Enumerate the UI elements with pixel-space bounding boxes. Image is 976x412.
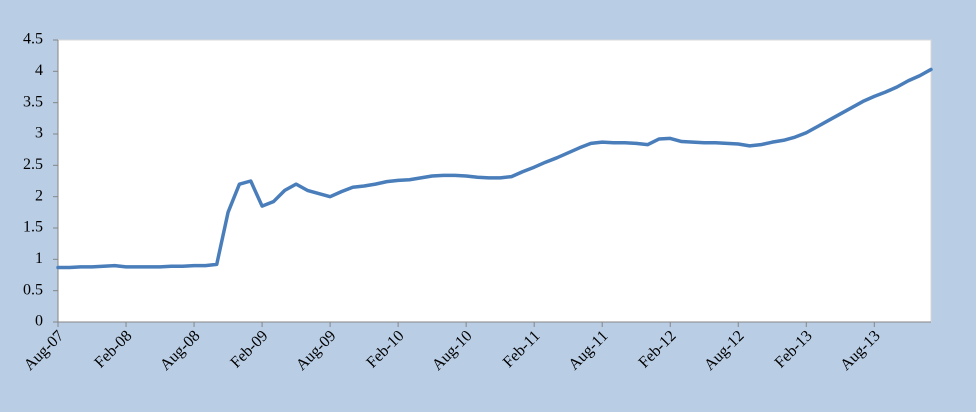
y-tick-label: 3.5	[23, 93, 43, 110]
y-tick-label: 1	[35, 250, 43, 267]
x-tick-label: Feb-12	[636, 327, 680, 371]
x-tick-label: Aug-07	[21, 327, 68, 374]
x-tick-label: Aug-12	[701, 327, 748, 374]
y-tick-label: 1.5	[23, 219, 43, 236]
y-tick-label: 0	[35, 313, 43, 330]
y-tick-label: 4	[35, 62, 43, 79]
x-tick-label: Feb-13	[772, 327, 816, 371]
y-tick-label: 2	[35, 187, 43, 204]
x-tick-label: Feb-09	[227, 327, 271, 371]
x-tick-label: Feb-08	[91, 327, 135, 371]
x-tick-label: Aug-08	[157, 327, 204, 374]
y-tick-label: 3	[35, 125, 43, 142]
x-tick-label: Aug-10	[429, 327, 476, 374]
x-tick-label: Aug-09	[293, 327, 340, 374]
y-tick-label: 0.5	[23, 281, 43, 298]
plot-area	[57, 39, 932, 323]
x-tick-label: Feb-11	[500, 327, 544, 371]
x-tick-label: Aug-11	[565, 327, 611, 373]
y-tick-label: 2.5	[23, 156, 43, 173]
x-tick-label: Aug-13	[837, 327, 884, 374]
data-line	[56, 67, 933, 270]
y-tick-label: 4.5	[23, 31, 43, 48]
x-tick-label: Feb-10	[363, 327, 407, 371]
